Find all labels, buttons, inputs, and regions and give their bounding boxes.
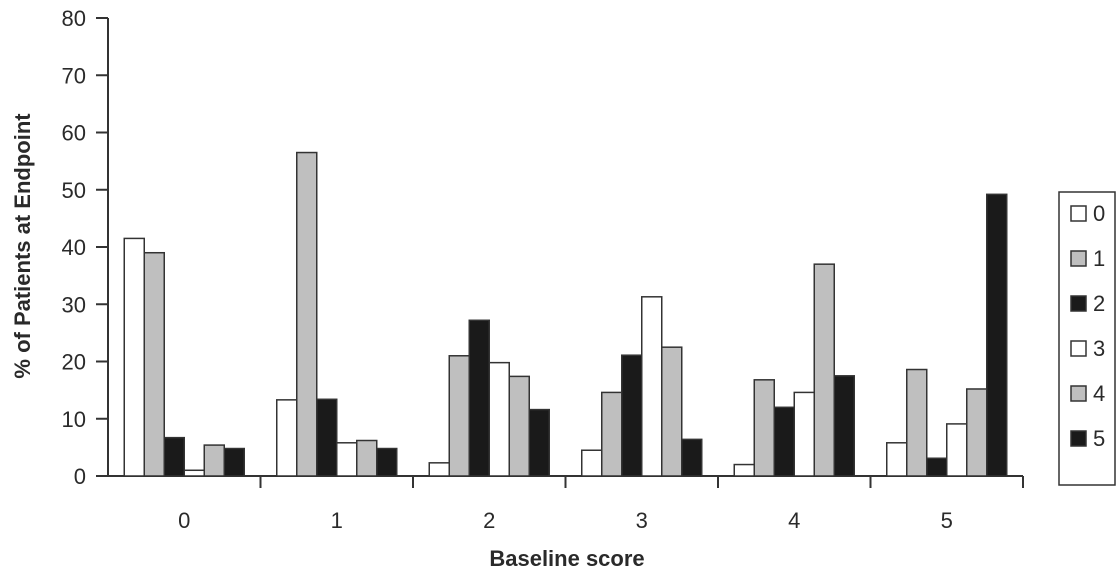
x-axis-title: Baseline score — [489, 546, 644, 571]
bar-baseline-1-endpoint-3 — [336, 442, 358, 477]
bar-baseline-4-endpoint-2 — [773, 406, 795, 477]
x-tick-label: 2 — [483, 508, 495, 533]
legend-label-5: 5 — [1093, 426, 1105, 451]
legend-label-0: 0 — [1093, 201, 1105, 226]
y-tick-label: 40 — [62, 235, 86, 260]
y-tick-label: 80 — [62, 6, 86, 31]
bar-baseline-1-endpoint-0 — [276, 399, 298, 477]
bar-baseline-2-endpoint-1 — [448, 355, 470, 477]
legend-frame — [1058, 191, 1116, 486]
bar-baseline-2-endpoint-2 — [468, 319, 490, 477]
axes — [107, 18, 1023, 477]
bar-baseline-3-endpoint-5 — [681, 438, 703, 477]
bar-baseline-4-endpoint-1 — [753, 379, 775, 477]
bar-baseline-5-endpoint-4 — [966, 388, 988, 477]
y-tick-label: 30 — [62, 292, 86, 317]
bar-baseline-3-endpoint-2 — [621, 354, 643, 477]
bar-baseline-3-endpoint-4 — [661, 346, 683, 477]
x-tick-label: 3 — [636, 508, 648, 533]
y-tick-label: 20 — [62, 350, 86, 375]
bar-baseline-0-endpoint-3 — [183, 469, 205, 477]
legend-swatch-3 — [1070, 340, 1087, 357]
legend-swatch-2 — [1070, 295, 1087, 312]
bar-baseline-4-endpoint-3 — [793, 391, 815, 477]
bar-baseline-5-endpoint-3 — [946, 423, 968, 477]
bar-baseline-2-endpoint-5 — [528, 408, 550, 477]
bar-baseline-3-endpoint-3 — [641, 296, 663, 477]
y-axis-title: % of Patients at Endpoint — [10, 113, 35, 379]
bar-baseline-5-endpoint-0 — [886, 442, 908, 477]
bar-baseline-0-endpoint-2 — [163, 436, 185, 477]
legend-label-4: 4 — [1093, 381, 1105, 406]
bar-baseline-4-endpoint-4 — [813, 263, 835, 477]
legend-label-2: 2 — [1093, 291, 1105, 316]
legend-swatch-1 — [1070, 250, 1087, 267]
bar-baseline-3-endpoint-1 — [601, 391, 623, 477]
bar-baseline-0-endpoint-1 — [143, 251, 165, 477]
bar-baseline-2-endpoint-0 — [428, 462, 450, 477]
legend-swatch-5 — [1070, 430, 1087, 447]
legend-swatch-4 — [1070, 385, 1087, 402]
y-tick-label: 10 — [62, 407, 86, 432]
legend-label-3: 3 — [1093, 336, 1105, 361]
bar-baseline-5-endpoint-1 — [906, 368, 928, 477]
bar-baseline-3-endpoint-0 — [581, 449, 603, 477]
y-tick-label: 50 — [62, 178, 86, 203]
bar-baseline-4-endpoint-0 — [733, 463, 755, 477]
x-tick-label: 5 — [941, 508, 953, 533]
y-tick-label: 70 — [62, 63, 86, 88]
bar-baseline-0-endpoint-5 — [223, 447, 245, 477]
legend-label-1: 1 — [1093, 246, 1105, 271]
x-tick-label: 0 — [178, 508, 190, 533]
x-tick-label: 4 — [788, 508, 800, 533]
x-ticks: 0 1 2 3 4 5 — [178, 476, 1024, 533]
y-tick-label: 60 — [62, 121, 86, 146]
bars — [123, 151, 1008, 477]
bar-baseline-1-endpoint-4 — [356, 439, 378, 477]
bar-baseline-5-endpoint-2 — [926, 457, 948, 477]
bar-baseline-2-endpoint-4 — [508, 375, 530, 477]
x-tick-label: 1 — [331, 508, 343, 533]
bar-baseline-1-endpoint-5 — [376, 447, 398, 477]
bar-baseline-1-endpoint-1 — [296, 151, 318, 477]
bar-baseline-0-endpoint-4 — [203, 444, 225, 477]
bar-baseline-2-endpoint-3 — [488, 361, 510, 477]
bar-baseline-5-endpoint-5 — [986, 193, 1008, 477]
legend: 0 1 2 3 4 5 — [1058, 191, 1116, 486]
y-ticks: 0 10 20 30 40 50 60 70 80 — [62, 6, 108, 489]
bar-baseline-4-endpoint-5 — [833, 375, 855, 477]
legend-swatch-0 — [1070, 205, 1087, 222]
y-tick-label: 0 — [74, 464, 86, 489]
bar-baseline-1-endpoint-2 — [316, 398, 338, 477]
bar-baseline-0-endpoint-0 — [123, 237, 145, 477]
